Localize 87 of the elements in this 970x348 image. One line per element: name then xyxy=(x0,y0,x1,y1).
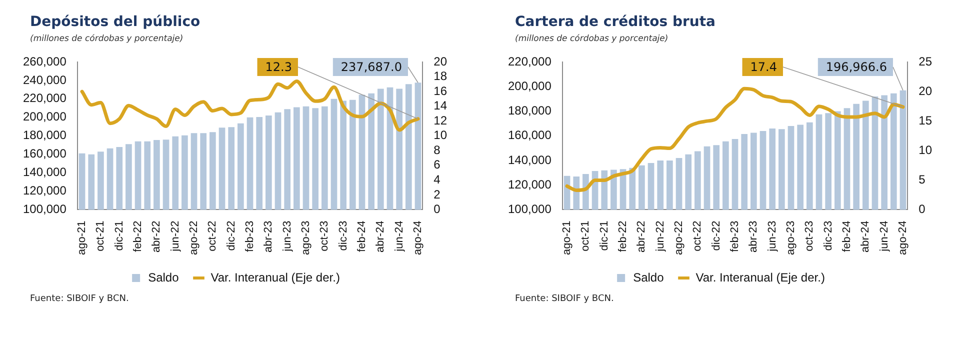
y-tick-label: 200,000 xyxy=(508,78,552,93)
x-tick-label: feb-22 xyxy=(132,220,144,252)
y-tick-label: 100,000 xyxy=(22,202,67,216)
y-tick-label: 100,000 xyxy=(508,202,552,216)
x-tick-label: dic-23 xyxy=(822,220,834,251)
y2-tick-label: 20 xyxy=(434,54,448,68)
x-tick-label: jun-22 xyxy=(169,220,182,252)
x-tick-label: jun-24 xyxy=(393,220,406,252)
x-tick-label: oct-23 xyxy=(804,220,816,252)
x-tick-label: jun-23 xyxy=(281,220,294,252)
y2-tick-label: 20 xyxy=(918,84,932,98)
x-tick-label: abr-22 xyxy=(150,220,163,253)
y2-tick-label: 10 xyxy=(918,142,932,157)
y-tick-label: 160,000 xyxy=(22,146,67,161)
x-tick-label: jun-23 xyxy=(766,220,778,252)
x-tick-label: abr-24 xyxy=(374,220,387,253)
y2-tick-label: 15 xyxy=(918,113,932,128)
y2-tick-label: 14 xyxy=(434,98,448,113)
chart-title: Cartera de créditos bruta xyxy=(515,14,716,30)
x-tick-label: ago-21 xyxy=(561,220,574,256)
x-tick-label: dic-21 xyxy=(113,220,126,251)
y2-tick-label: 16 xyxy=(434,84,448,98)
x-tick-label: oct-22 xyxy=(692,220,704,252)
legend-label: Saldo xyxy=(148,270,180,284)
data-label: 237,687.0 xyxy=(340,60,402,74)
y-tick-label: 240,000 xyxy=(22,72,67,87)
data-label: 17.4 xyxy=(750,60,777,74)
y-tick-label: 120,000 xyxy=(22,184,67,198)
y-tick-label: 140,000 xyxy=(508,152,552,167)
x-tick-label: ago-23 xyxy=(300,220,312,256)
y2-tick-label: 2 xyxy=(434,187,441,202)
y-tick-label: 120,000 xyxy=(508,177,552,192)
x-tick-label: dic-22 xyxy=(225,220,238,251)
chart-subtitle: (millones de córdobas y porcentaje) xyxy=(30,34,184,44)
x-tick-label: abr-23 xyxy=(748,220,760,253)
x-tick-label: feb-22 xyxy=(617,220,630,252)
x-tick-label: feb-23 xyxy=(244,220,256,252)
line-series xyxy=(565,86,905,192)
y2-tick-label: 18 xyxy=(434,69,448,84)
y-tick-label: 220,000 xyxy=(508,54,552,68)
data-label: 12.3 xyxy=(265,60,292,74)
y2-tick-label: 10 xyxy=(434,128,448,142)
x-tick-label: oct-21 xyxy=(580,220,592,252)
chart-title: Depósitos del público xyxy=(30,14,202,30)
x-tick-label: abr-23 xyxy=(262,220,275,253)
data-label: 196,966.6 xyxy=(826,60,887,74)
x-tick-label: dic-22 xyxy=(710,220,722,251)
x-tick-label: ago-24 xyxy=(897,220,910,256)
y2-tick-label: 6 xyxy=(434,158,441,172)
y2-tick-label: 0 xyxy=(434,202,441,216)
x-tick-label: feb-24 xyxy=(841,220,854,252)
x-tick-label: ago-21 xyxy=(76,220,88,256)
x-tick-label: oct-22 xyxy=(206,220,219,252)
x-tick-label: ago-23 xyxy=(785,220,798,256)
x-tick-label: jun-24 xyxy=(878,220,890,252)
x-tick-label: oct-21 xyxy=(94,220,107,252)
y-tick-label: 180,000 xyxy=(22,128,67,142)
y-tick-label: 200,000 xyxy=(22,110,67,124)
x-tick-label: abr-22 xyxy=(636,220,648,253)
y2-tick-label: 25 xyxy=(918,54,932,68)
source-note: Fuente: SIBOIF y BCN. xyxy=(515,294,615,304)
legend-label: Saldo xyxy=(633,270,664,284)
x-tick-label: ago-22 xyxy=(673,220,686,256)
y-tick-label: 160,000 xyxy=(508,128,552,142)
y2-tick-label: 5 xyxy=(918,172,926,187)
x-tick-label: dic-23 xyxy=(337,220,350,251)
legend-label: Var. Interanual (Eje der.) xyxy=(210,270,340,284)
y2-tick-label: 8 xyxy=(434,142,441,157)
y2-tick-label: 12 xyxy=(434,113,448,128)
y-tick-label: 220,000 xyxy=(22,91,67,106)
y-tick-label: 260,000 xyxy=(22,54,67,68)
chart-subtitle: (millones de córdobas y porcentaje) xyxy=(515,34,670,44)
x-tick-label: jun-22 xyxy=(654,220,666,252)
x-tick-label: dic-21 xyxy=(598,220,610,251)
source-note: Fuente: SIBOIF y BCN. xyxy=(30,294,130,304)
x-tick-label: feb-23 xyxy=(729,220,742,252)
y2-tick-label: 4 xyxy=(434,172,441,187)
line-series xyxy=(80,79,420,132)
y-tick-label: 180,000 xyxy=(508,104,552,118)
x-tick-label: feb-24 xyxy=(356,220,368,252)
y-tick-label: 140,000 xyxy=(22,165,67,180)
legend-label: Var. Interanual (Eje der.) xyxy=(696,270,825,284)
x-tick-label: abr-24 xyxy=(860,220,872,253)
y2-tick-label: 0 xyxy=(918,202,926,216)
x-tick-label: oct-23 xyxy=(318,220,331,252)
x-tick-label: ago-22 xyxy=(188,220,200,256)
x-tick-label: ago-24 xyxy=(412,220,424,256)
